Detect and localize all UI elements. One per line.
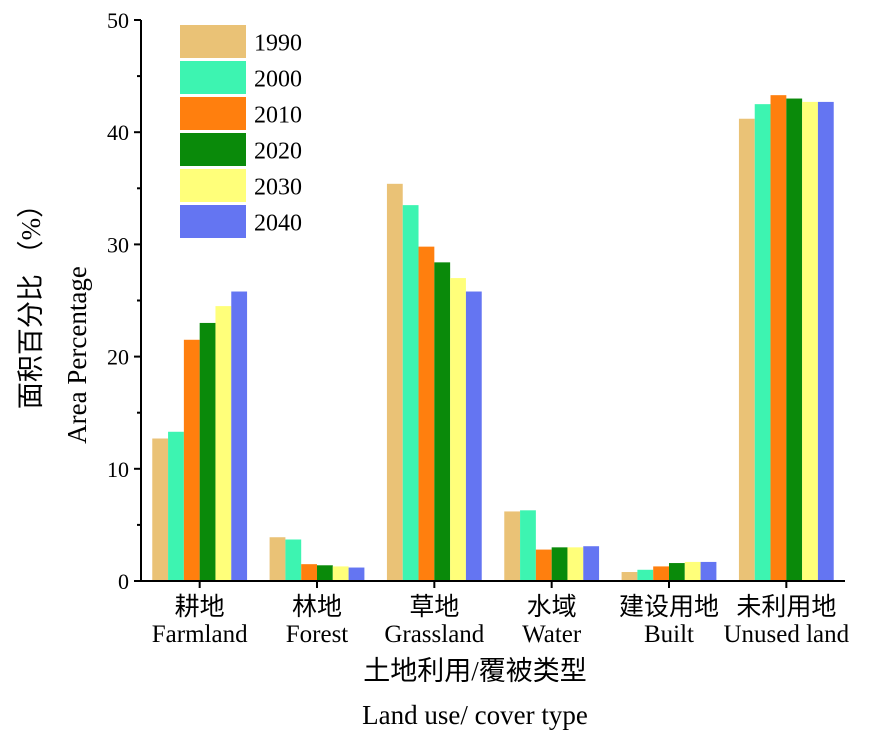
category-label-en: Water	[522, 621, 582, 648]
bar-1990-grassland	[386, 183, 403, 581]
category-label-cn: 未利用地	[736, 593, 836, 621]
bar-2030-farmland	[215, 306, 232, 581]
y-tick-label: 20	[107, 345, 129, 370]
bar-2000-forest	[285, 539, 302, 581]
bar-2040-unused-land	[817, 101, 834, 581]
legend-label-2010: 2010	[254, 103, 302, 129]
bar-2010-farmland	[183, 339, 200, 581]
bar-1990-built	[621, 572, 638, 581]
category-label-en: Grassland	[384, 621, 484, 648]
legend-swatch-2000	[180, 61, 246, 94]
bar-2010-unused-land	[770, 95, 787, 582]
category-label-cn: 耕地	[175, 593, 225, 621]
bar-2040-grassland	[465, 291, 482, 581]
legend-label-2030: 2030	[254, 175, 302, 201]
legend-label-2040: 2040	[254, 211, 302, 237]
bar-2010-water	[535, 549, 552, 581]
x-axis-title-en: Land use/ cover type	[362, 700, 588, 730]
bar-2030-water	[567, 547, 584, 581]
bar-2000-built	[637, 569, 654, 581]
bar-2020-grassland	[434, 262, 451, 581]
bar-1990-water	[504, 511, 521, 581]
legend-label-1990: 1990	[254, 31, 302, 57]
bar-2000-unused-land	[754, 104, 771, 582]
bars-group	[152, 95, 834, 582]
bar-2030-grassland	[450, 278, 466, 581]
legend-swatch-2010	[180, 97, 246, 130]
category-label-en: Forest	[286, 621, 349, 648]
bar-2040-forest	[348, 567, 365, 581]
legend: 1990 2000 2010 2020 2030 2040	[180, 25, 302, 238]
y-tick-label: 0	[118, 569, 129, 594]
bar-2030-built	[684, 561, 701, 581]
category-label-cn: 水域	[527, 593, 577, 621]
legend-label-2020: 2020	[254, 139, 302, 165]
bar-2040-farmland	[231, 291, 248, 581]
y-tick-label: 40	[107, 120, 129, 145]
category-label-en: Built	[644, 621, 694, 648]
legend-swatch-1990	[180, 25, 246, 58]
legend-swatch-2020	[180, 133, 246, 166]
bar-1990-farmland	[152, 438, 169, 581]
bar-2020-unused-land	[786, 98, 803, 581]
bar-2000-water	[520, 510, 536, 581]
legend-swatch-2040	[180, 205, 246, 238]
category-label-cn: 林地	[292, 593, 342, 621]
bar-2010-forest	[301, 564, 317, 581]
bar-2000-grassland	[402, 205, 419, 581]
bar-2000-farmland	[168, 431, 184, 581]
category-label-en: Unused land	[723, 621, 849, 648]
y-tick-label: 10	[107, 457, 129, 482]
category-label-cn: 建设用地	[619, 593, 719, 621]
category-label-cn: 草地	[409, 593, 459, 621]
bar-2040-built	[700, 561, 717, 581]
category-label-en: Farmland	[152, 621, 248, 648]
x-axis-title-cn: 土地利用/覆被类型	[363, 656, 587, 686]
bar-2010-grassland	[418, 246, 435, 581]
y-tick-label: 30	[107, 232, 129, 257]
legend-label-2000: 2000	[254, 67, 302, 93]
y-axis-title-cn: 面积百分比 （%）	[16, 191, 46, 409]
bar-1990-unused-land	[738, 118, 755, 582]
bar-2030-forest	[332, 566, 349, 581]
bar-2020-water	[551, 547, 568, 581]
bar-2010-built	[653, 566, 669, 581]
bar-1990-forest	[269, 537, 286, 581]
y-axis-title-en: Area Percentage	[62, 266, 92, 444]
y-tick-label: 50	[107, 8, 129, 33]
bar-2020-forest	[317, 565, 333, 581]
bar-2020-farmland	[199, 322, 216, 581]
bar-2030-unused-land	[802, 101, 818, 581]
legend-swatch-2030	[180, 169, 246, 202]
bar-2040-water	[583, 546, 600, 581]
bar-2020-built	[669, 563, 685, 581]
